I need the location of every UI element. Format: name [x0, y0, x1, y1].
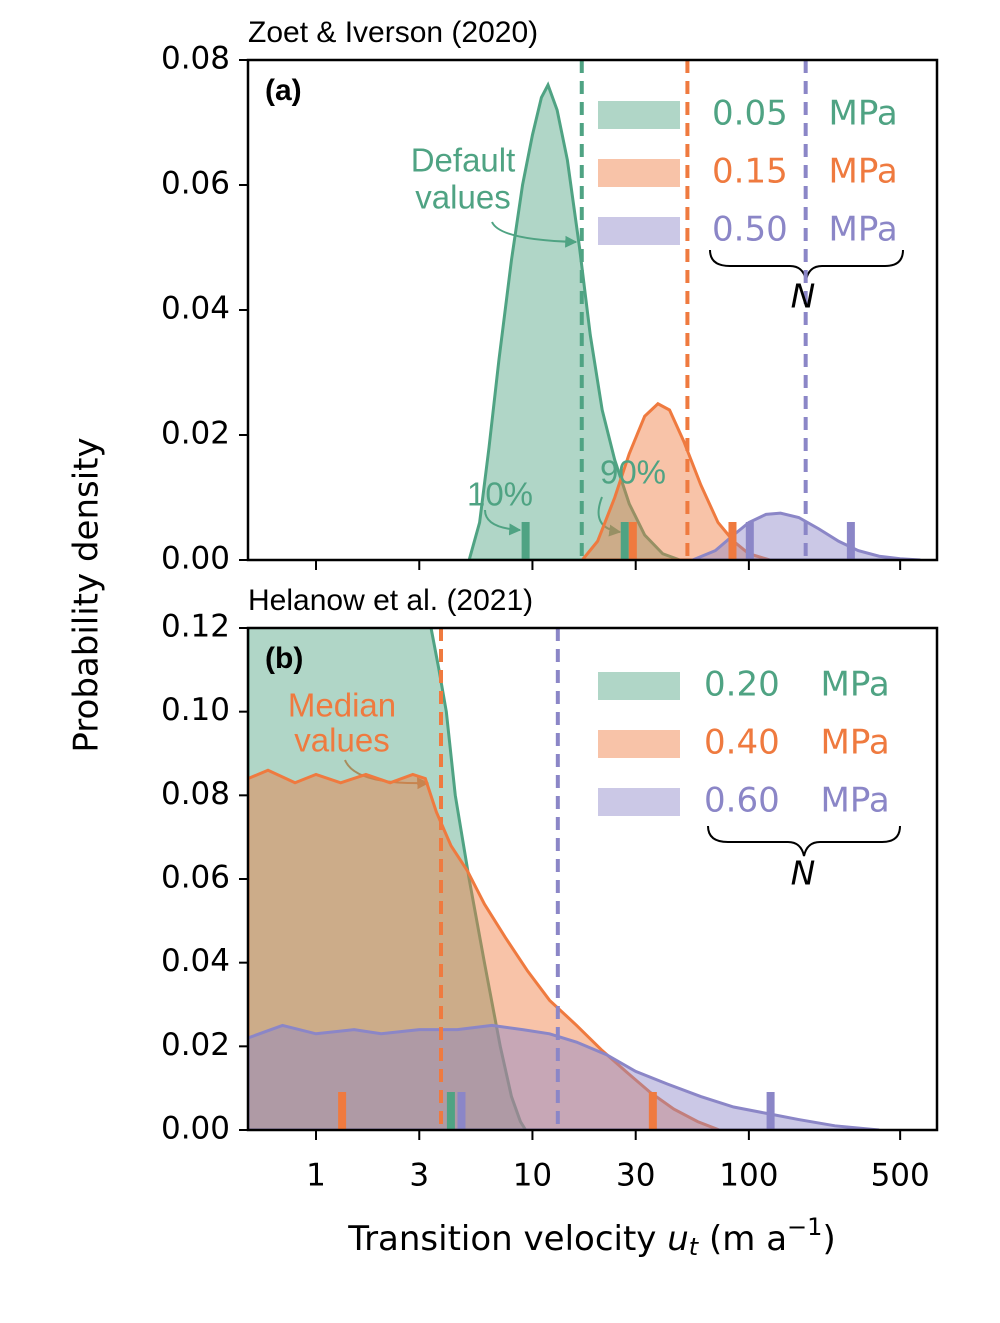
arrow — [491, 221, 578, 248]
legend-swatch — [598, 730, 680, 758]
y-tick-label: 0.06 — [161, 860, 230, 896]
y-tick-label: 0.04 — [161, 943, 230, 979]
legend-label: 0.15 MPa — [712, 152, 898, 192]
y-tick-label: 0.00 — [161, 541, 230, 577]
y-tick-label: 0.08 — [161, 776, 230, 812]
x-label-unit: (m a — [698, 1219, 787, 1259]
annotation: 90% — [600, 454, 666, 491]
legend-swatch — [598, 672, 680, 700]
y-tick-label: 0.02 — [161, 1027, 230, 1063]
y-tick-label: 0.08 — [161, 41, 230, 77]
legend-label: 0.20 MPa — [704, 665, 890, 705]
x-label-var: u — [667, 1219, 689, 1259]
panel-label: (a) — [265, 74, 302, 107]
percentile-mark — [628, 522, 637, 560]
legend-label: 0.05 MPa — [712, 94, 898, 134]
y-axis-label: Probability density — [67, 437, 107, 752]
annotation: values — [415, 179, 510, 216]
legend-swatch — [598, 101, 680, 129]
annotation: 10% — [467, 476, 533, 513]
percentile-mark — [846, 522, 855, 560]
percentile-mark — [521, 522, 530, 560]
legend-label: 0.60 MPa — [704, 781, 890, 821]
legend-swatch — [598, 159, 680, 187]
x-label-end: ) — [822, 1219, 835, 1259]
annotation: Median — [288, 687, 396, 724]
percentile-mark — [457, 1092, 466, 1130]
percentile-mark — [446, 1092, 455, 1130]
density-area — [248, 768, 720, 1130]
x-tick-label: 30 — [616, 1158, 655, 1194]
percentile-mark — [338, 1092, 347, 1130]
x-tick-label: 500 — [871, 1158, 930, 1194]
percentile-mark — [766, 1092, 775, 1130]
legend-note: N — [791, 854, 816, 893]
x-tick-label: 1 — [306, 1158, 326, 1194]
y-tick-label: 0.12 — [161, 609, 230, 645]
legend-swatch — [598, 788, 680, 816]
panel-label: (b) — [265, 642, 303, 675]
y-tick-label: 0.04 — [161, 291, 230, 327]
legend-brace — [707, 825, 901, 857]
arrow — [484, 509, 522, 536]
plot-area — [467, 60, 921, 560]
arrow — [597, 496, 622, 537]
y-tick-label: 0.06 — [161, 166, 230, 202]
x-axis-label: Transition velocity ut (m a−1) — [347, 1213, 835, 1261]
legend-label: 0.40 MPa — [704, 723, 890, 763]
panel-title: Zoet & Iverson (2020) — [248, 16, 538, 49]
x-tick-label: 10 — [513, 1158, 552, 1194]
y-tick-label: 0.02 — [161, 416, 230, 452]
panel-title: Helanow et al. (2021) — [248, 584, 533, 617]
density-area — [248, 1023, 880, 1130]
x-tick-label: 3 — [409, 1158, 429, 1194]
density-area — [467, 81, 681, 560]
x-label-sup: −1 — [787, 1213, 822, 1241]
annotation: values — [294, 722, 389, 759]
density-area — [248, 628, 528, 1130]
legend-note: N — [791, 277, 816, 316]
percentile-mark — [745, 522, 754, 560]
x-label-text: Transition velocity — [347, 1219, 667, 1259]
percentile-mark — [620, 522, 629, 560]
x-label-sub: t — [689, 1233, 700, 1261]
legend-swatch — [598, 217, 680, 245]
percentile-mark — [728, 522, 737, 560]
y-tick-label: 0.10 — [161, 692, 230, 728]
plot-area — [248, 628, 880, 1130]
y-tick-label: 0.00 — [161, 1111, 230, 1147]
legend-label: 0.50 MPa — [712, 210, 898, 250]
annotation: Default — [411, 142, 516, 179]
arrow — [344, 759, 430, 790]
percentile-mark — [648, 1092, 657, 1130]
x-tick-label: 100 — [719, 1158, 778, 1194]
